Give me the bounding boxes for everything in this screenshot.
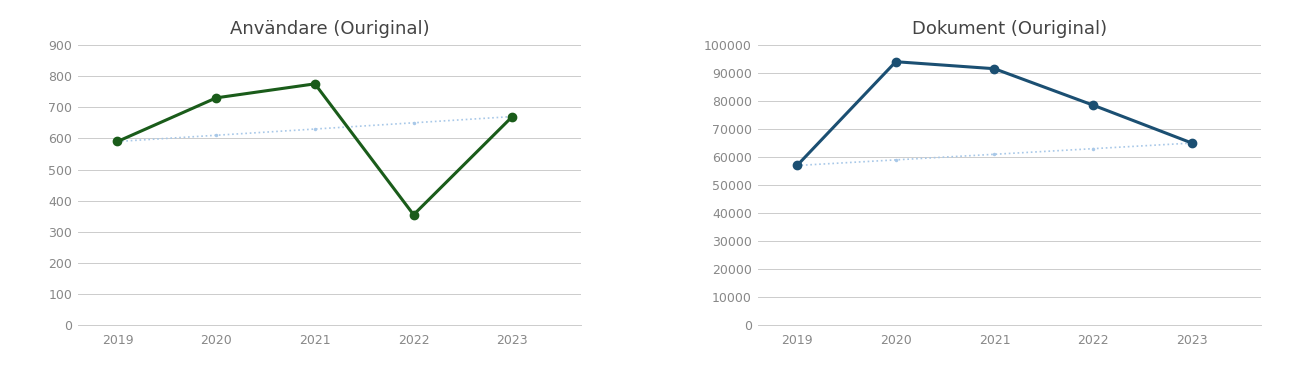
Title: Användare (Ouriginal): Användare (Ouriginal) (230, 20, 429, 38)
Title: Dokument (Ouriginal): Dokument (Ouriginal) (911, 20, 1106, 38)
